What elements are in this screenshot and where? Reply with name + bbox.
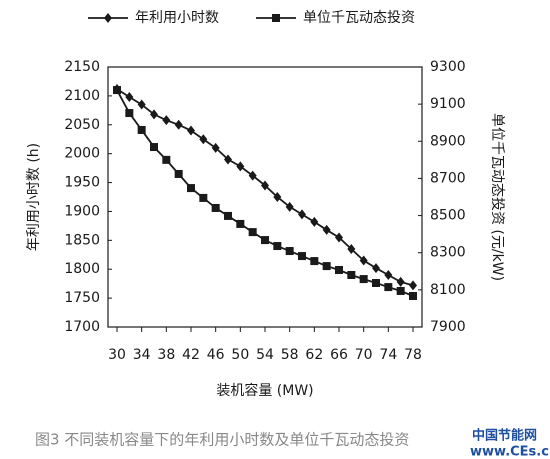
legend-label: 年利用小时数 <box>135 10 219 26</box>
marker <box>162 155 171 164</box>
x-tick-label: 46 <box>207 347 225 363</box>
marker <box>322 224 331 235</box>
y-tick-label: 1700 <box>64 319 100 335</box>
marker <box>199 193 208 202</box>
x-tick-label: 42 <box>182 347 200 363</box>
y-tick-label: 1950 <box>64 175 100 191</box>
y2-tick-label: 7900 <box>430 319 466 335</box>
marker <box>347 271 356 279</box>
plot-frame <box>107 66 423 328</box>
marker <box>298 209 306 220</box>
x-tick-label: 54 <box>256 347 274 363</box>
marker <box>199 134 208 145</box>
marker <box>384 283 393 292</box>
y-tick-label: 2000 <box>64 146 100 162</box>
marker <box>372 263 380 274</box>
marker <box>272 14 280 22</box>
marker <box>359 275 368 284</box>
marker <box>384 270 393 280</box>
y-tick-label: 2100 <box>64 88 100 104</box>
x-tick-label: 62 <box>305 347 323 363</box>
marker <box>174 119 183 130</box>
marker <box>273 192 282 202</box>
marker <box>372 278 380 287</box>
x-tick-label: 58 <box>281 347 299 363</box>
y-tick-label: 2050 <box>64 117 100 133</box>
legend-label: 单位千瓦动态投资 <box>303 10 415 26</box>
x-tick-label: 50 <box>231 347 249 363</box>
series-line <box>116 89 414 297</box>
y2-axis-label: 单位千瓦动态投资 (元/kW) <box>489 113 505 281</box>
marker <box>162 115 171 126</box>
marker <box>335 265 343 274</box>
y-tick-label: 2150 <box>64 59 100 75</box>
y2-tick-label: 8900 <box>430 133 466 149</box>
marker <box>174 169 183 178</box>
marker <box>125 109 134 118</box>
marker <box>396 286 405 295</box>
marker <box>261 236 269 245</box>
marker <box>224 211 232 220</box>
marker <box>236 161 245 172</box>
marker <box>125 92 134 103</box>
y-tick-label: 1900 <box>64 203 100 219</box>
marker <box>347 244 356 254</box>
marker <box>150 143 158 152</box>
marker <box>285 247 294 256</box>
x-tick-label: 74 <box>379 347 397 363</box>
marker <box>211 142 220 153</box>
marker <box>322 262 331 271</box>
marker <box>248 170 257 181</box>
marker <box>224 154 232 165</box>
marker <box>187 184 195 193</box>
marker <box>104 13 112 23</box>
x-tick-label: 38 <box>157 347 175 363</box>
y2-tick-label: 8100 <box>430 282 466 298</box>
y2-tick-label: 8700 <box>430 170 466 186</box>
watermark: 中国节能网 <box>472 428 537 444</box>
x-tick-label: 78 <box>404 347 422 363</box>
marker <box>248 228 257 237</box>
marker <box>310 216 319 227</box>
marker <box>335 232 343 243</box>
y-tick-label: 1750 <box>64 290 100 306</box>
x-tick-label: 34 <box>133 347 151 363</box>
caption: 图3 不同装机容量下的年利用小时数及单位千瓦动态投资 <box>35 431 409 449</box>
marker <box>113 86 121 95</box>
marker <box>137 99 146 110</box>
marker <box>310 257 319 266</box>
y2-tick-label: 9300 <box>430 59 466 75</box>
x-tick-label: 66 <box>330 347 348 363</box>
x-tick-label: 70 <box>355 347 373 363</box>
y2-tick-label: 8300 <box>430 245 466 261</box>
x-axis-label: 装机容量 (MW) <box>216 382 313 399</box>
marker <box>137 125 146 134</box>
watermark: www.CEs.cn <box>470 445 550 459</box>
marker <box>396 276 405 287</box>
marker <box>236 219 245 228</box>
x-tick-label: 30 <box>108 347 126 363</box>
marker <box>298 252 306 261</box>
marker <box>211 203 220 212</box>
marker <box>187 125 195 136</box>
marker <box>285 201 294 212</box>
marker <box>409 280 417 291</box>
marker <box>359 255 368 266</box>
y2-tick-label: 9100 <box>430 96 466 112</box>
y-tick-label: 1800 <box>64 261 100 277</box>
y2-tick-label: 8500 <box>430 208 466 224</box>
marker <box>273 242 282 251</box>
marker <box>409 291 417 300</box>
marker <box>261 180 269 191</box>
y-axis-label: 年利用小时数 (h) <box>26 143 42 251</box>
y-tick-label: 1850 <box>64 232 100 248</box>
marker <box>150 109 158 120</box>
